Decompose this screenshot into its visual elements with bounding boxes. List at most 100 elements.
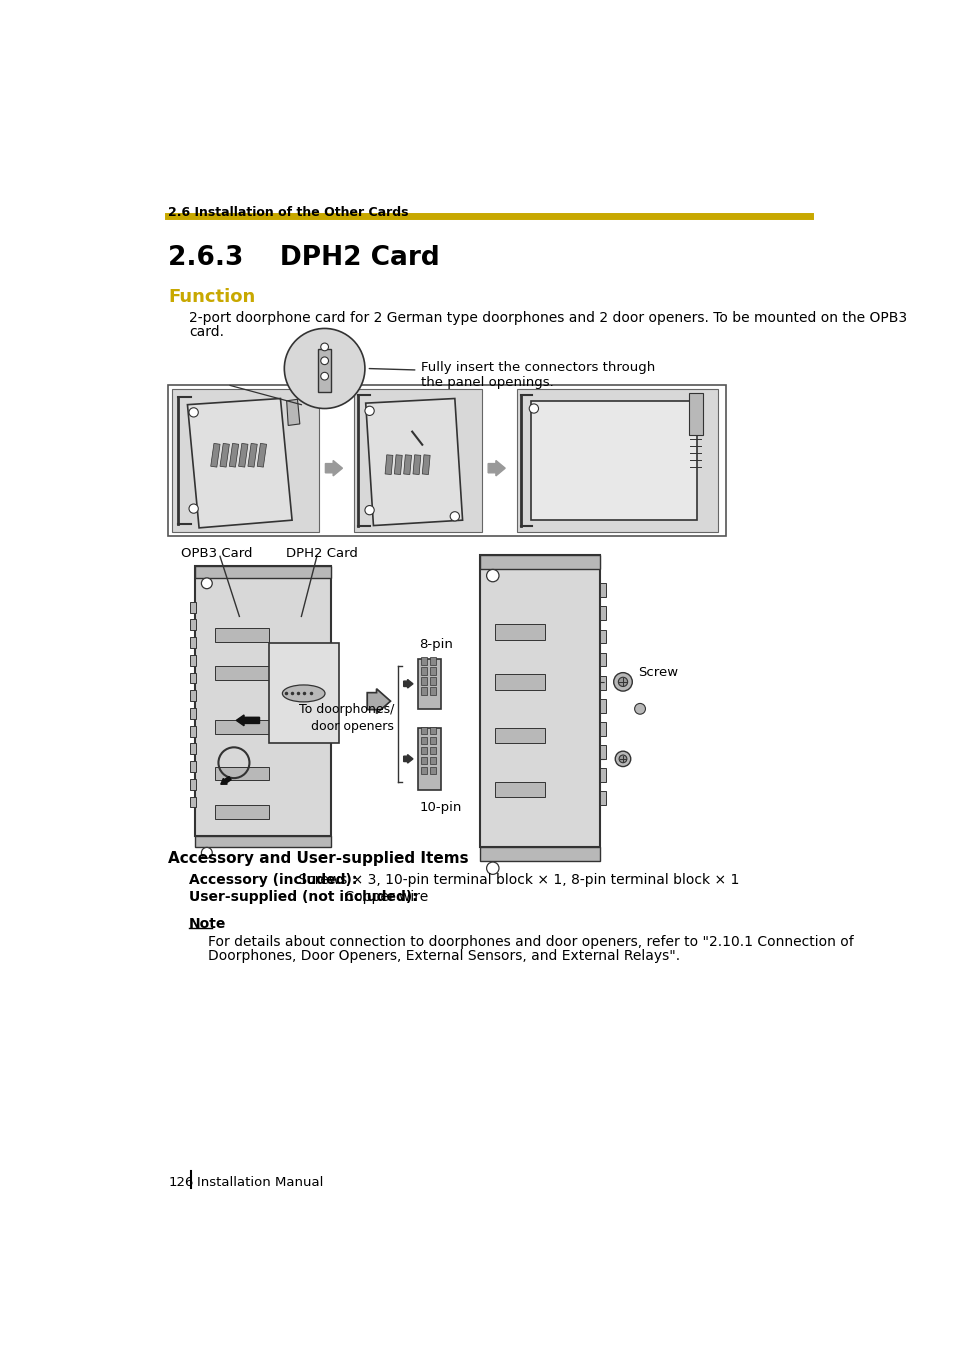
Bar [195,836,331,847]
Bar [420,766,427,774]
Bar [599,653,605,666]
Bar [530,401,697,520]
Bar [430,727,436,734]
Circle shape [189,408,198,417]
Bar [495,674,545,689]
Text: 8-pin: 8-pin [418,638,453,651]
Bar [385,455,393,474]
Bar [190,673,195,684]
FancyArrow shape [403,755,413,763]
Bar [190,638,195,648]
Bar [599,584,605,597]
Bar [517,389,718,532]
FancyArrow shape [220,777,231,785]
Text: Function: Function [168,288,255,305]
Bar [190,761,195,771]
Bar [420,747,427,754]
Bar [479,555,599,569]
Bar [599,744,605,759]
Bar [495,728,545,743]
Bar [599,721,605,736]
Circle shape [284,328,365,408]
Bar [420,727,427,734]
Bar [422,455,430,474]
Bar [214,628,269,642]
Bar [214,720,269,734]
Circle shape [615,751,630,766]
Text: OPB3 Card: OPB3 Card [181,547,253,561]
Text: For details about connection to doorphones and door openers, refer to "2.10.1 Co: For details about connection to doorphon… [208,935,853,950]
Circle shape [450,512,459,521]
Bar [430,688,436,694]
Bar [214,805,269,819]
Bar [168,385,725,535]
Bar [190,780,195,790]
Bar [430,757,436,765]
Bar [190,620,195,631]
Bar [354,389,481,532]
Bar [195,566,331,578]
Bar [257,443,266,467]
Circle shape [365,407,374,416]
Bar [190,690,195,701]
Text: DPH2 Card: DPH2 Card [286,547,357,561]
Text: card.: card. [189,324,224,339]
Bar [430,736,436,744]
Bar [214,666,269,681]
Circle shape [320,373,328,380]
Bar [420,657,427,665]
Bar [417,659,440,709]
Text: Copper wire: Copper wire [340,890,428,904]
Bar [430,747,436,754]
Polygon shape [365,399,462,526]
Circle shape [618,677,627,686]
Bar [420,677,427,685]
Bar [190,708,195,719]
FancyArrow shape [403,680,413,688]
Ellipse shape [282,685,325,703]
Circle shape [634,704,645,715]
Bar [420,688,427,694]
Bar [420,736,427,744]
Bar [190,601,195,612]
Bar [190,743,195,754]
Bar [229,443,238,467]
Text: 2.6.3    DPH2 Card: 2.6.3 DPH2 Card [168,246,439,272]
Bar [420,667,427,676]
Text: Installation Manual: Installation Manual [196,1175,323,1189]
Polygon shape [187,399,292,528]
Text: Screw: Screw [638,666,678,680]
Text: User-supplied (not included):: User-supplied (not included): [189,890,417,904]
Circle shape [486,862,498,874]
Text: To doorphones/
door openers: To doorphones/ door openers [298,703,394,734]
Bar [599,769,605,782]
Bar [190,797,195,808]
FancyArrow shape [367,689,390,713]
Bar [599,698,605,713]
Circle shape [486,570,498,582]
Text: Accessory (included):: Accessory (included): [189,873,357,886]
Bar [318,349,331,392]
Circle shape [201,847,212,858]
Bar [430,677,436,685]
Bar [495,624,545,639]
Bar [413,455,420,474]
Bar [599,630,605,643]
Bar [211,443,220,467]
FancyArrow shape [236,715,259,725]
Bar [479,847,599,862]
Circle shape [189,504,198,513]
Text: Screws × 3, 10-pin terminal block × 1, 8-pin terminal block × 1: Screws × 3, 10-pin terminal block × 1, 8… [294,873,739,886]
Circle shape [365,505,374,515]
Text: 2-port doorphone card for 2 German type doorphones and 2 door openers. To be mou: 2-port doorphone card for 2 German type … [189,311,906,324]
Bar [420,757,427,765]
Bar [394,455,402,474]
Circle shape [201,578,212,589]
Circle shape [613,673,632,692]
Bar [220,443,229,467]
Bar [599,607,605,620]
Bar [430,766,436,774]
Bar [214,766,269,781]
Text: Accessory and User-supplied Items: Accessory and User-supplied Items [168,851,468,866]
Text: 2.6 Installation of the Other Cards: 2.6 Installation of the Other Cards [168,205,408,219]
